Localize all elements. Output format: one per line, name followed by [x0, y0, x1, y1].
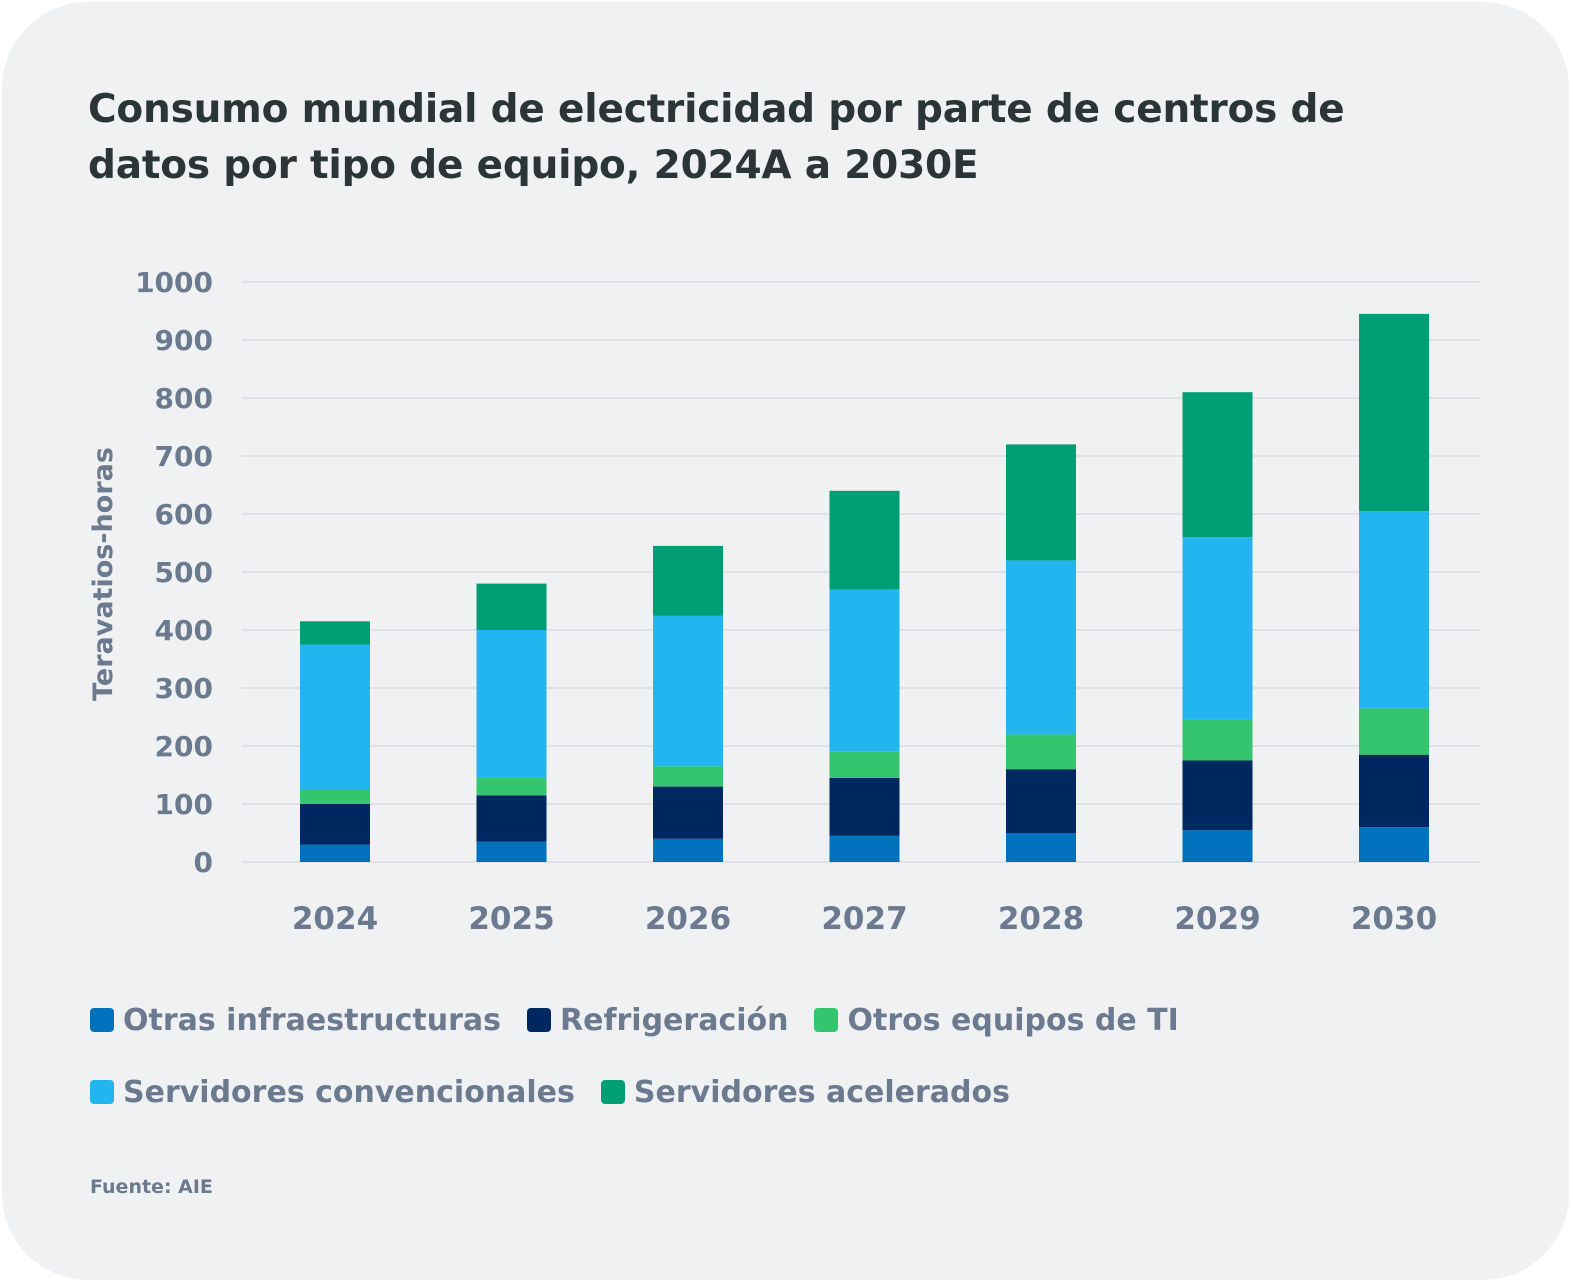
y-tick-label: 600 — [155, 498, 213, 531]
bar-segment — [1359, 313, 1429, 512]
x-tick-label: 2024 — [292, 901, 378, 937]
bar-segment — [829, 835, 900, 862]
bar-segment — [476, 841, 547, 862]
legend-item: Servidores acelerados — [600, 1070, 1010, 1114]
bar-segment — [1182, 392, 1253, 538]
x-tick-label: 2029 — [1174, 901, 1260, 937]
y-axis-label: Teravatios-horas — [88, 447, 119, 701]
chart-legend: Otras infraestructuras Refrigeración Otros… — [90, 998, 1390, 1114]
bar-segment — [476, 583, 547, 630]
bar-segment — [1182, 830, 1253, 862]
legend-item: Otras infraestructuras — [90, 998, 501, 1042]
legend-label: Servidores convencionales — [123, 1074, 575, 1110]
bar-segment — [653, 766, 723, 787]
y-tick-label: 700 — [155, 440, 213, 473]
bar-segment — [653, 545, 723, 616]
bar-segment — [653, 615, 723, 767]
chart-title: Consumo mundial de electricidad por part… — [88, 87, 1345, 188]
bar-segment — [1006, 444, 1076, 561]
bar-segment — [1182, 537, 1253, 720]
bar-segment — [476, 630, 547, 778]
x-tick-label: 2026 — [645, 901, 731, 937]
legend-swatch — [90, 1008, 114, 1032]
bar-segment — [1359, 827, 1429, 862]
legend-item: Otros equipos de TI — [814, 998, 1179, 1042]
y-tick-label: 800 — [155, 382, 213, 415]
x-tick-label: 2027 — [821, 901, 907, 937]
bar-segment — [300, 844, 370, 862]
bar-segment — [1006, 560, 1076, 735]
y-tick-label: 200 — [155, 730, 213, 763]
source-note: Fuente: AIE — [90, 1176, 213, 1198]
y-tick-label: 100 — [155, 788, 213, 821]
x-tick-label: 2025 — [468, 901, 554, 937]
y-tick-label: 300 — [155, 672, 213, 705]
bar-segment — [300, 804, 370, 845]
bar-segment — [1359, 754, 1429, 828]
bar-segment — [300, 621, 370, 645]
y-tick-label: 900 — [155, 324, 213, 357]
y-tick-label: 0 — [194, 846, 213, 879]
legend-label: Otros equipos de TI — [847, 1002, 1179, 1038]
y-tick-label: 500 — [155, 556, 213, 589]
bars — [300, 313, 1429, 862]
bar-segment — [1006, 734, 1076, 770]
bar-segment — [300, 644, 370, 790]
bar-segment — [1006, 833, 1076, 862]
legend-item: Refrigeración — [527, 998, 788, 1042]
bar-segment — [653, 838, 723, 862]
x-tick-label: 2030 — [1351, 901, 1437, 937]
bar-segment — [829, 777, 900, 836]
bar-segment — [1182, 719, 1253, 761]
y-tick-label: 1000 — [135, 266, 213, 299]
bar-segment — [829, 490, 900, 590]
legend-label: Refrigeración — [560, 1002, 789, 1038]
legend-label: Otras infraestructuras — [123, 1002, 501, 1038]
bar-segment — [476, 777, 547, 796]
bar-segment — [476, 795, 547, 842]
legend-label: Servidores acelerados — [633, 1074, 1010, 1110]
bar-segment — [653, 786, 723, 839]
bar-segment — [829, 589, 900, 752]
legend-swatch — [600, 1080, 625, 1104]
bar-segment — [829, 751, 900, 778]
y-tick-label: 400 — [155, 614, 213, 647]
legend-swatch — [90, 1080, 114, 1104]
y-axis-ticks: 0 100 200 300 400 500 600 700 800 900 1000 — [135, 266, 213, 879]
bar-segment — [300, 789, 370, 804]
bar-segment — [1359, 708, 1429, 755]
x-tick-label: 2028 — [998, 901, 1084, 937]
bar-segment — [1182, 760, 1253, 831]
legend-item: Servidores convencionales — [90, 1070, 575, 1114]
legend-swatch — [814, 1008, 839, 1032]
x-axis-ticks: 2024 2025 2026 2027 2028 2029 2030 — [292, 901, 1437, 937]
bar-segment — [1006, 769, 1076, 833]
bar-segment — [1359, 511, 1429, 709]
legend-swatch — [527, 1008, 551, 1032]
